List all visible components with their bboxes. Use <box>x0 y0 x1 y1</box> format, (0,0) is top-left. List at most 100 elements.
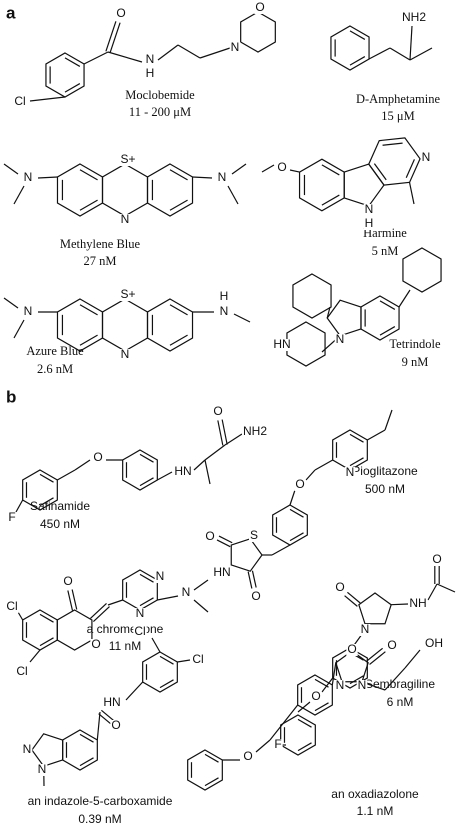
bond <box>367 429 386 441</box>
bond <box>409 47 433 61</box>
bond <box>373 163 387 181</box>
ring <box>286 321 326 367</box>
atom-label: O <box>93 450 102 464</box>
ring <box>358 592 392 625</box>
atom-background <box>356 680 368 692</box>
atom-label: Cl <box>14 94 25 108</box>
atom-label: HN <box>174 464 191 478</box>
bond <box>233 313 251 323</box>
bond <box>297 742 312 752</box>
bond <box>79 169 98 181</box>
atom-label: N <box>361 622 370 636</box>
bond <box>224 433 243 446</box>
atom-label: HN <box>103 695 120 709</box>
atom-background <box>144 54 156 66</box>
bond <box>305 469 316 481</box>
bond <box>321 677 334 693</box>
bond <box>157 595 179 601</box>
panel-label: a <box>6 3 16 22</box>
atom-background <box>408 598 428 610</box>
bond <box>96 711 101 741</box>
bond <box>79 757 94 767</box>
compound-name: an oxadiazolone <box>331 787 419 801</box>
bond <box>216 539 231 548</box>
bond <box>29 649 41 663</box>
atom-background <box>229 42 241 54</box>
atom-label: O <box>205 529 214 543</box>
atom-label: N <box>346 465 355 479</box>
bond <box>251 570 257 588</box>
compound-potency: 11 - 200 μM <box>129 105 191 119</box>
ring <box>330 25 370 71</box>
bond <box>384 409 393 431</box>
bond <box>389 47 411 61</box>
ring <box>56 609 93 651</box>
bond <box>109 22 121 53</box>
atom-label: O <box>213 404 222 418</box>
atom-label: N <box>365 202 374 216</box>
compound-potency: 11 nM <box>109 639 141 653</box>
atom-background <box>102 697 122 709</box>
ring <box>240 11 276 53</box>
atom-label: O <box>255 0 264 14</box>
bond <box>39 613 54 623</box>
atom-label: O <box>277 160 286 174</box>
bond <box>261 164 275 173</box>
bond <box>83 51 109 65</box>
bond <box>405 159 415 179</box>
atom-background <box>92 452 104 464</box>
compound-potency: 6 nM <box>387 695 414 709</box>
bond <box>3 297 19 309</box>
bond <box>79 304 98 316</box>
atom-label: S+ <box>120 287 135 301</box>
bond <box>92 606 110 623</box>
atom-background <box>62 576 74 588</box>
bond <box>289 532 304 542</box>
bond <box>204 459 211 485</box>
bond <box>409 25 413 61</box>
atom-label: S <box>250 528 258 542</box>
bond <box>192 176 213 179</box>
bond <box>379 326 396 336</box>
atom-background <box>110 720 122 732</box>
compound-name: D-Amphetamine <box>356 92 440 106</box>
atom-label: O <box>295 477 304 491</box>
bond <box>29 96 66 102</box>
compound-name: Sembragiline <box>365 677 435 691</box>
atom-label: HN <box>273 337 290 351</box>
ring <box>326 299 362 337</box>
bond <box>57 469 76 481</box>
atom-label: N <box>218 170 227 184</box>
bond <box>368 47 391 60</box>
atom-label: H <box>220 289 229 303</box>
bond <box>369 651 386 665</box>
bond <box>157 471 173 481</box>
atom-background <box>420 152 432 164</box>
bond <box>314 678 329 688</box>
bond <box>247 571 253 589</box>
bond <box>89 602 107 619</box>
atom-background <box>218 306 230 318</box>
atom-label: H <box>146 66 155 80</box>
atom-label: H <box>365 216 374 230</box>
atom-background <box>334 680 346 692</box>
atom-background <box>250 591 262 603</box>
atom-background <box>273 739 283 751</box>
bond <box>204 753 219 763</box>
ring <box>122 449 158 491</box>
atom-label: N <box>121 212 130 226</box>
atom-label: NH <box>409 596 426 610</box>
bond <box>366 647 383 662</box>
bond <box>379 300 396 310</box>
bond <box>193 579 209 591</box>
bond <box>349 30 366 40</box>
bond <box>139 597 154 607</box>
atom-background <box>144 68 156 80</box>
atom-label: HN <box>213 565 230 579</box>
bond <box>101 709 114 721</box>
atom-background <box>254 2 266 14</box>
atom-background <box>21 744 33 756</box>
bond <box>271 544 291 556</box>
bond <box>37 176 58 179</box>
compound-potency: 27 nM <box>84 254 117 268</box>
